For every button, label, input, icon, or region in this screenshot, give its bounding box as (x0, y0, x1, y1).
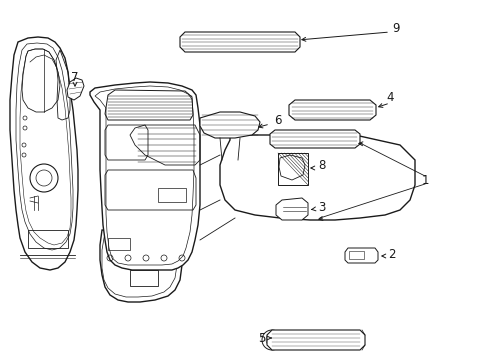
Text: 7: 7 (71, 71, 79, 84)
Polygon shape (10, 37, 78, 270)
Polygon shape (288, 100, 375, 120)
Polygon shape (278, 153, 307, 185)
Text: 4: 4 (386, 90, 393, 104)
Text: 5: 5 (258, 332, 265, 345)
Polygon shape (100, 230, 182, 302)
Polygon shape (67, 78, 84, 100)
Bar (158, 188, 185, 202)
Polygon shape (180, 32, 299, 52)
Polygon shape (220, 135, 414, 220)
Bar (348, 251, 363, 259)
Polygon shape (90, 82, 200, 270)
Text: 3: 3 (318, 201, 325, 213)
Bar (28, 230, 68, 248)
Bar (130, 270, 158, 286)
Polygon shape (269, 130, 359, 148)
Polygon shape (275, 198, 307, 220)
Text: 1: 1 (420, 174, 428, 186)
Text: 9: 9 (391, 22, 399, 35)
Polygon shape (345, 248, 377, 263)
Polygon shape (266, 330, 364, 350)
Text: 8: 8 (318, 158, 325, 171)
Text: 6: 6 (274, 113, 281, 126)
Bar (108, 238, 130, 250)
Polygon shape (200, 112, 260, 138)
Text: 2: 2 (387, 248, 395, 261)
